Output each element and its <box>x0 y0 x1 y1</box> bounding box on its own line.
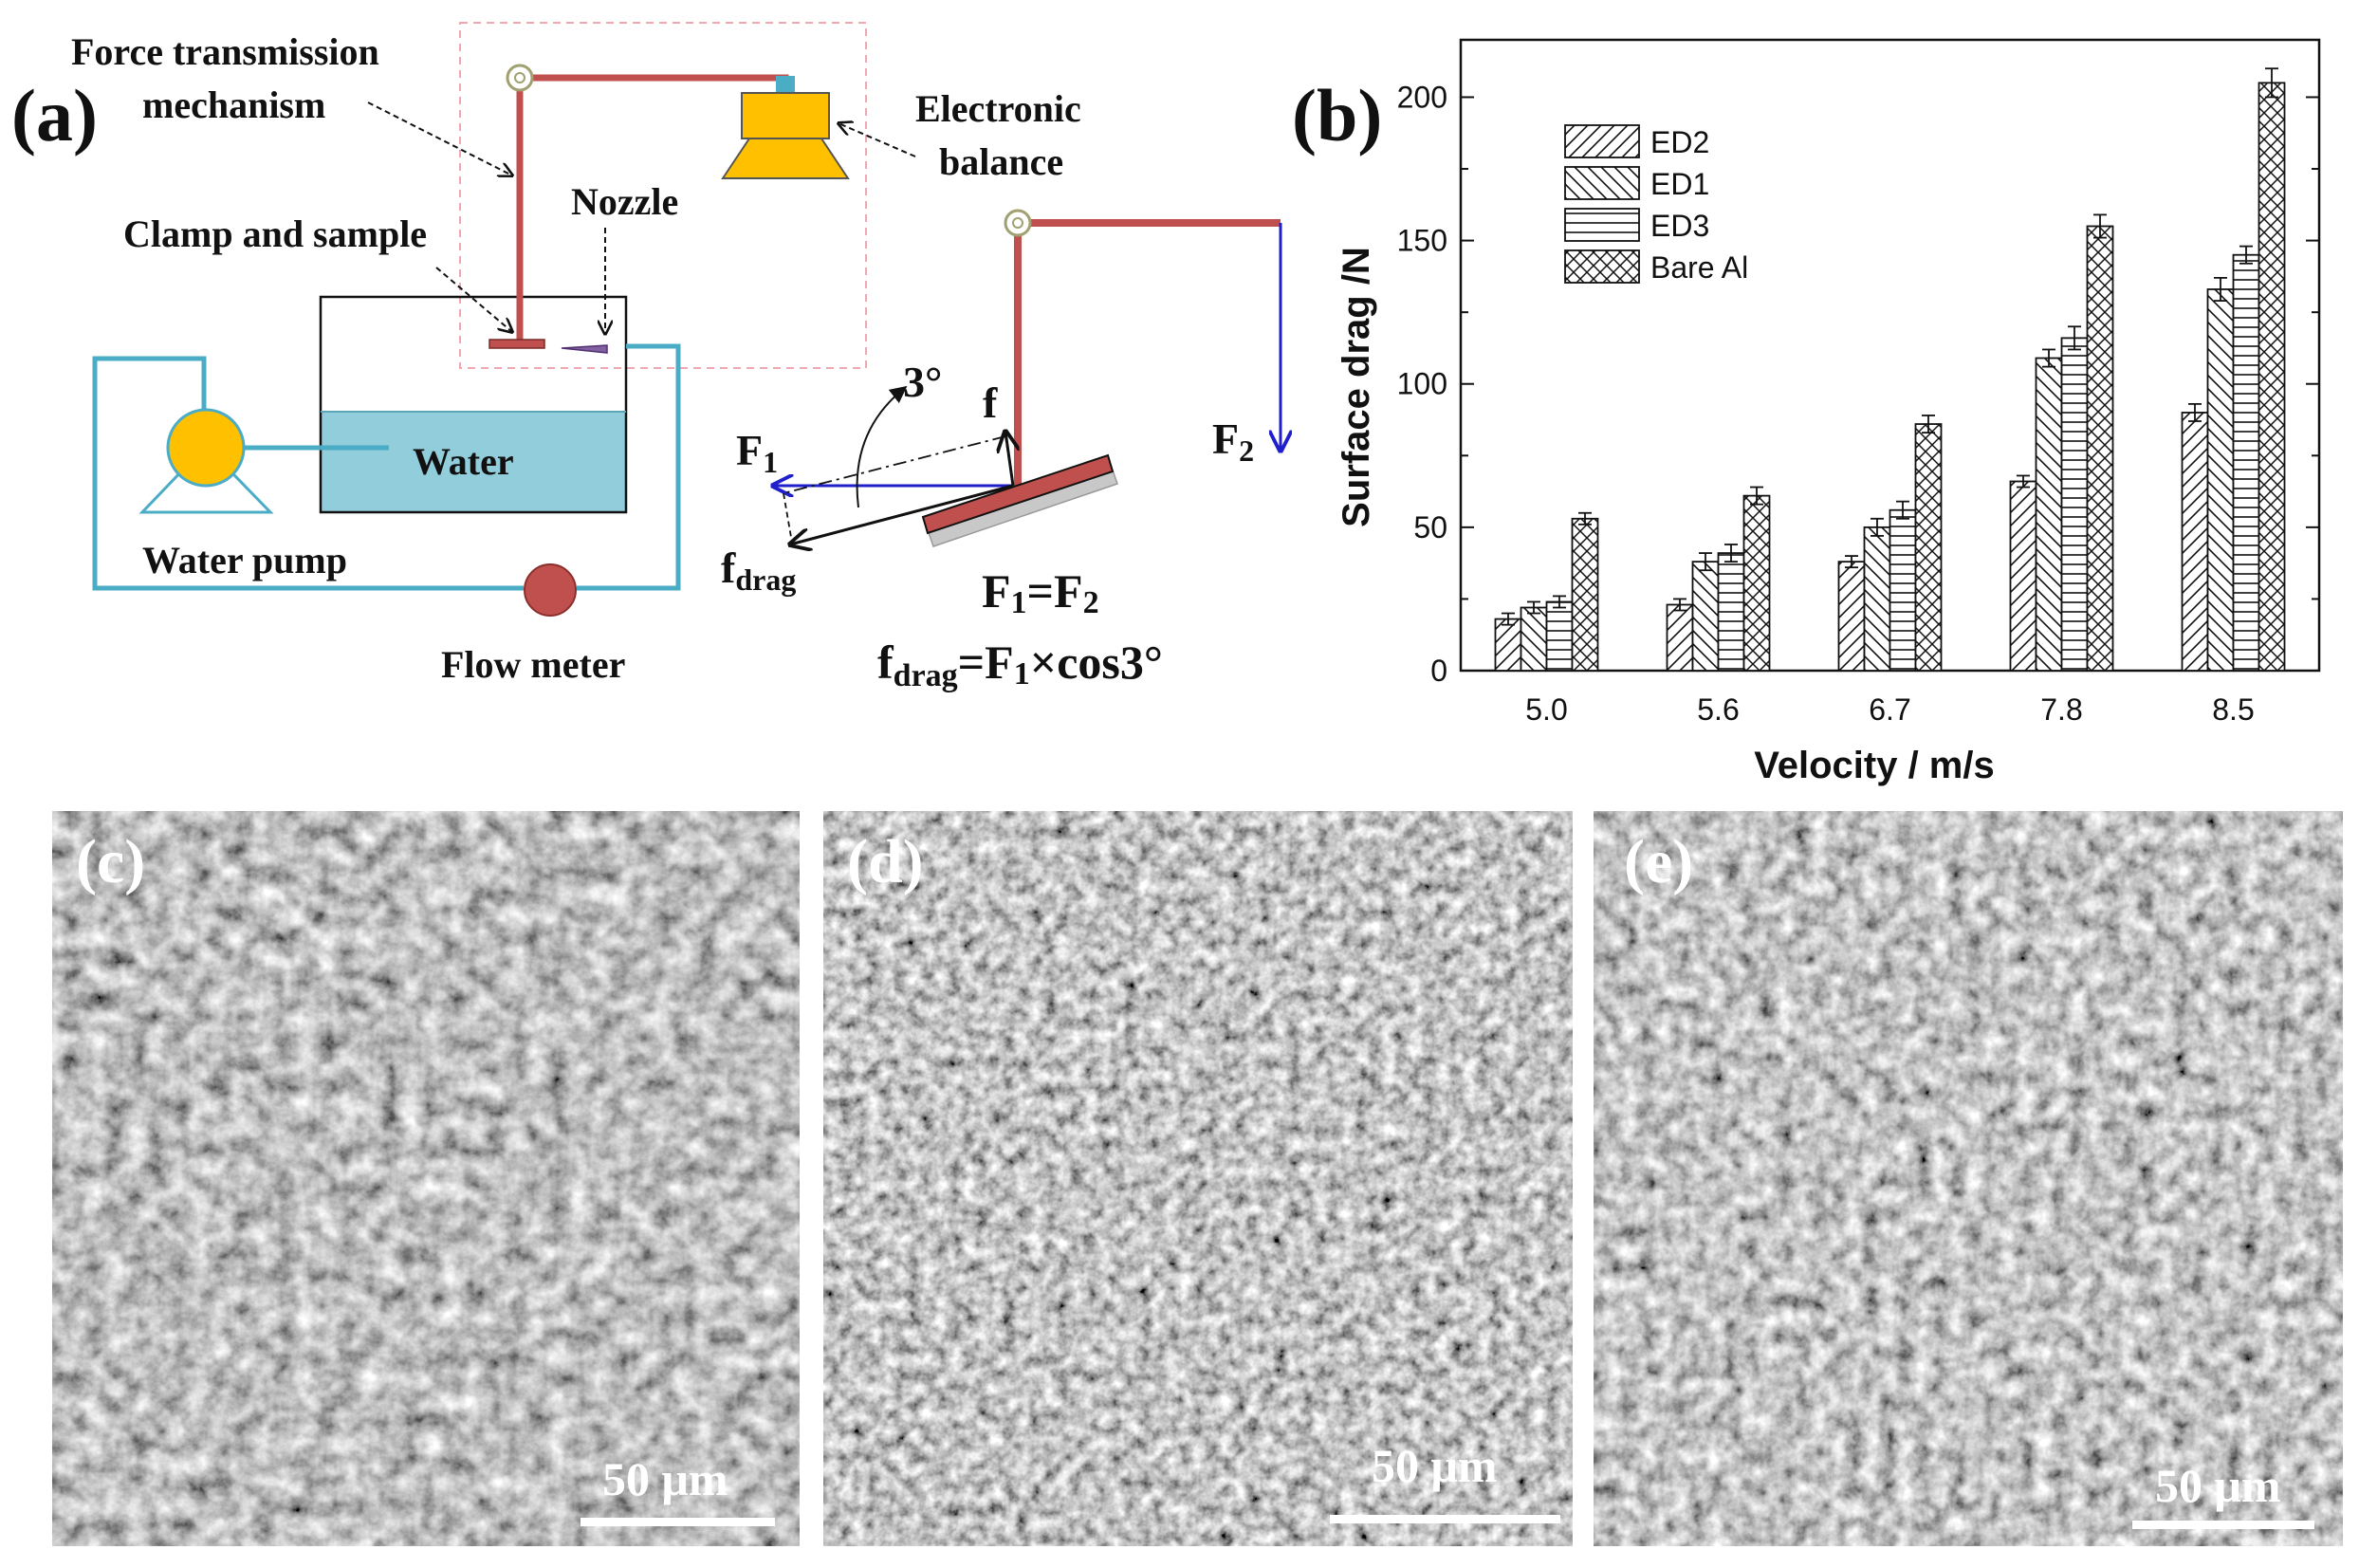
panel-b-chart: (b) 0 50 100 150 200 5.0 5.6 6.7 7.8 8.5 ED2 ED1 ED3… <box>1292 38 2321 786</box>
legend-swatch-ed2 <box>1564 124 1640 158</box>
angle-arc <box>856 385 908 508</box>
fdrag-arrow <box>790 484 1014 544</box>
micrograph-e: (e) 50 μm <box>1594 811 2343 1546</box>
bar-ed2 <box>1494 618 1522 672</box>
bar-ed3 <box>1717 552 1745 672</box>
bar-ed3 <box>1889 508 1917 672</box>
dash-dot-line <box>783 435 1006 494</box>
water-fill <box>321 412 626 512</box>
x-tick-label: 5.0 <box>1525 692 1567 727</box>
bar-ed1 <box>1691 561 1720 672</box>
legend-swatch-bare-al <box>1564 249 1640 284</box>
x-tick-label: 6.7 <box>1869 692 1910 727</box>
clamp-and-sample <box>488 339 545 349</box>
micrograph-e-label: (e) <box>1624 827 1693 896</box>
balance-icon <box>741 92 830 139</box>
bar-bare-al <box>1742 494 1771 672</box>
bar-bare-al <box>1914 423 1943 672</box>
f2-label: F2 <box>1212 415 1254 468</box>
bar-ed3 <box>2232 253 2260 672</box>
x-tick-label: 8.5 <box>2212 692 2254 727</box>
angle-label: 3° <box>903 358 942 406</box>
micrograph-e-image <box>1594 811 2343 1546</box>
pipe-loop <box>92 343 681 591</box>
force-mech-label-line1: Force transmission <box>71 30 379 73</box>
water-tank <box>319 295 628 514</box>
bar-ed2 <box>1666 603 1694 672</box>
balance-label-line2: balance <box>939 140 1063 183</box>
nozzle-icon <box>561 344 608 354</box>
equation-1: F1=F2 <box>982 564 1099 620</box>
chart-plot-area: 0 50 100 150 200 5.0 5.6 6.7 7.8 8.5 ED2 ED1 ED3 Bare… <box>1397 38 2321 727</box>
f1-label: F1 <box>736 426 778 479</box>
y-tick-label: 200 <box>1397 80 1447 114</box>
bar-ed2 <box>2009 480 2037 672</box>
bar-ed2 <box>1837 561 1866 672</box>
flow-meter-label: Flow meter <box>441 643 625 686</box>
bar-bare-al <box>2258 82 2286 672</box>
y-tick-label: 100 <box>1397 367 1447 401</box>
micrograph-c-label: (c) <box>76 827 145 896</box>
x-axis-label: Velocity / m/s <box>1754 745 1994 786</box>
pump-label: Water pump <box>142 539 347 581</box>
legend-label: ED3 <box>1650 209 1709 243</box>
micrograph-e-scale-text: 50 μm <box>2155 1459 2281 1512</box>
micrograph-d-image <box>823 811 1573 1546</box>
y-axis-label: Surface drag /N <box>1336 247 1377 527</box>
micrograph-d-scale-text: 50 μm <box>1372 1439 1498 1492</box>
bar-bare-al <box>2086 225 2114 672</box>
legend-swatch-ed3 <box>1564 208 1640 242</box>
bar-ed1 <box>1863 526 1891 672</box>
mechanism-region <box>459 22 867 369</box>
y-tick-label: 0 <box>1430 654 1447 688</box>
legend-label: ED1 <box>1650 167 1709 201</box>
sample-plate <box>921 453 1115 535</box>
panel-a-schematic: (a) Water Water pump Flow meter Nozzle C… <box>11 22 1281 693</box>
bar-ed1 <box>1520 606 1548 672</box>
micrograph-c-scale-text: 50 μm <box>602 1452 728 1505</box>
micrograph-c-image <box>52 811 800 1546</box>
micrograph-d-label: (d) <box>847 827 924 896</box>
legend-label: ED2 <box>1650 125 1709 159</box>
f-label: f <box>983 378 998 427</box>
micrograph-d-scale-bar <box>1330 1515 1560 1523</box>
bar-bare-al <box>1571 517 1599 672</box>
y-tick-label: 50 <box>1413 510 1447 544</box>
micrograph-c-scale-bar <box>581 1518 775 1526</box>
force-mech-label-line2: mechanism <box>142 83 325 126</box>
y-tick-label: 150 <box>1397 224 1447 258</box>
flow-meter-icon <box>524 563 577 617</box>
bar-ed1 <box>2206 288 2235 672</box>
legend-swatch-ed1 <box>1564 166 1640 200</box>
panel-b-label: (b) <box>1292 74 1382 157</box>
pivot-icon <box>506 64 534 92</box>
balance-base <box>721 138 850 179</box>
bar-ed1 <box>2035 357 2063 672</box>
equation-2: fdrag=F1×cos3° <box>877 636 1163 693</box>
balance-label-line1: Electronic <box>915 87 1081 130</box>
water-label: Water <box>413 440 514 483</box>
micrograph-c: (c) 50 μm <box>52 811 800 1546</box>
pump-icon <box>166 408 246 488</box>
clamp-label: Clamp and sample <box>123 212 427 255</box>
bar-ed3 <box>1545 600 1574 672</box>
micrograph-d: (d) 50 μm <box>823 811 1573 1546</box>
fdrag-label: fdrag <box>721 544 796 597</box>
x-tick-label: 7.8 <box>2040 692 2082 727</box>
micrograph-e-scale-bar <box>2132 1521 2314 1529</box>
x-tick-label: 5.6 <box>1697 692 1739 727</box>
panel-a-label: (a) <box>11 74 98 157</box>
legend-label: Bare Al <box>1650 250 1748 285</box>
diagram-pivot-icon <box>1004 209 1032 237</box>
bar-ed2 <box>2181 412 2209 672</box>
nozzle-label: Nozzle <box>571 180 678 223</box>
bar-ed3 <box>2060 337 2089 672</box>
